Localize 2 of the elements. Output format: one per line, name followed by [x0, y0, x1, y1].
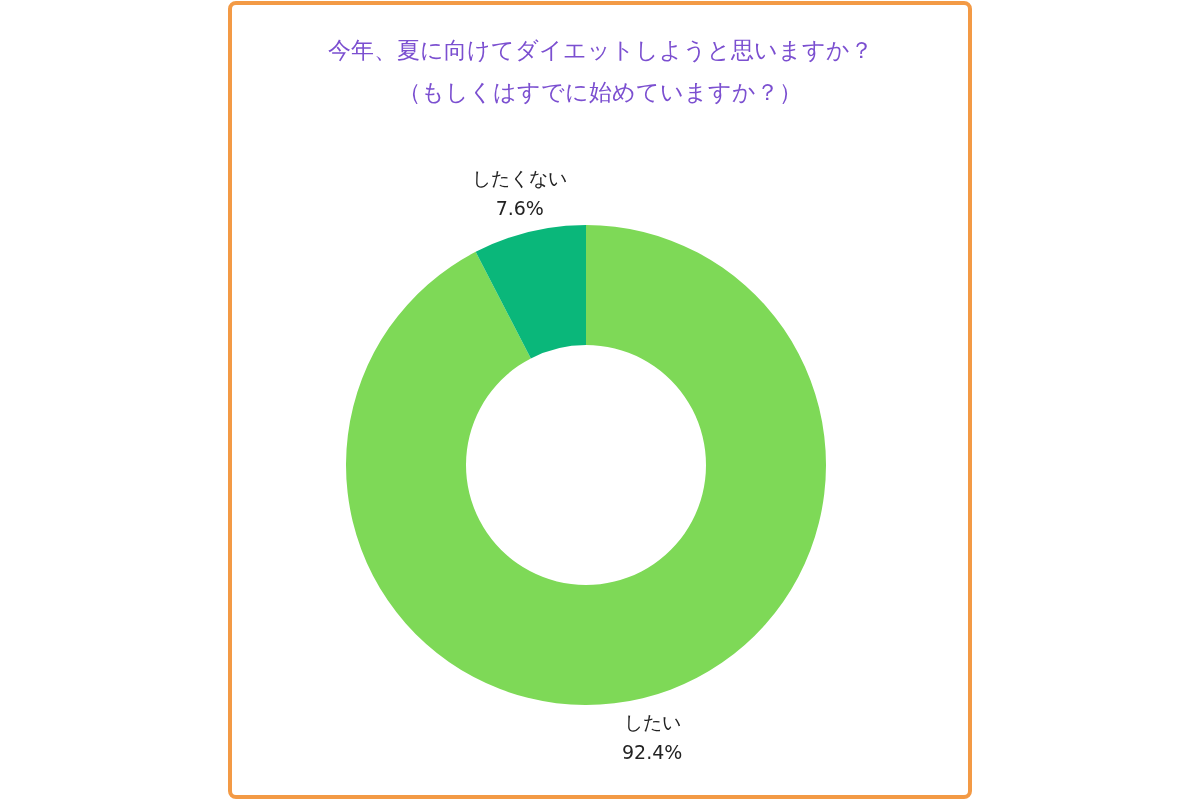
- chart-subtitle: （もしくはすでに始めていますか？）: [398, 79, 802, 105]
- chart-title: 今年、夏に向けてダイエットしようと思いますか？: [327, 37, 873, 63]
